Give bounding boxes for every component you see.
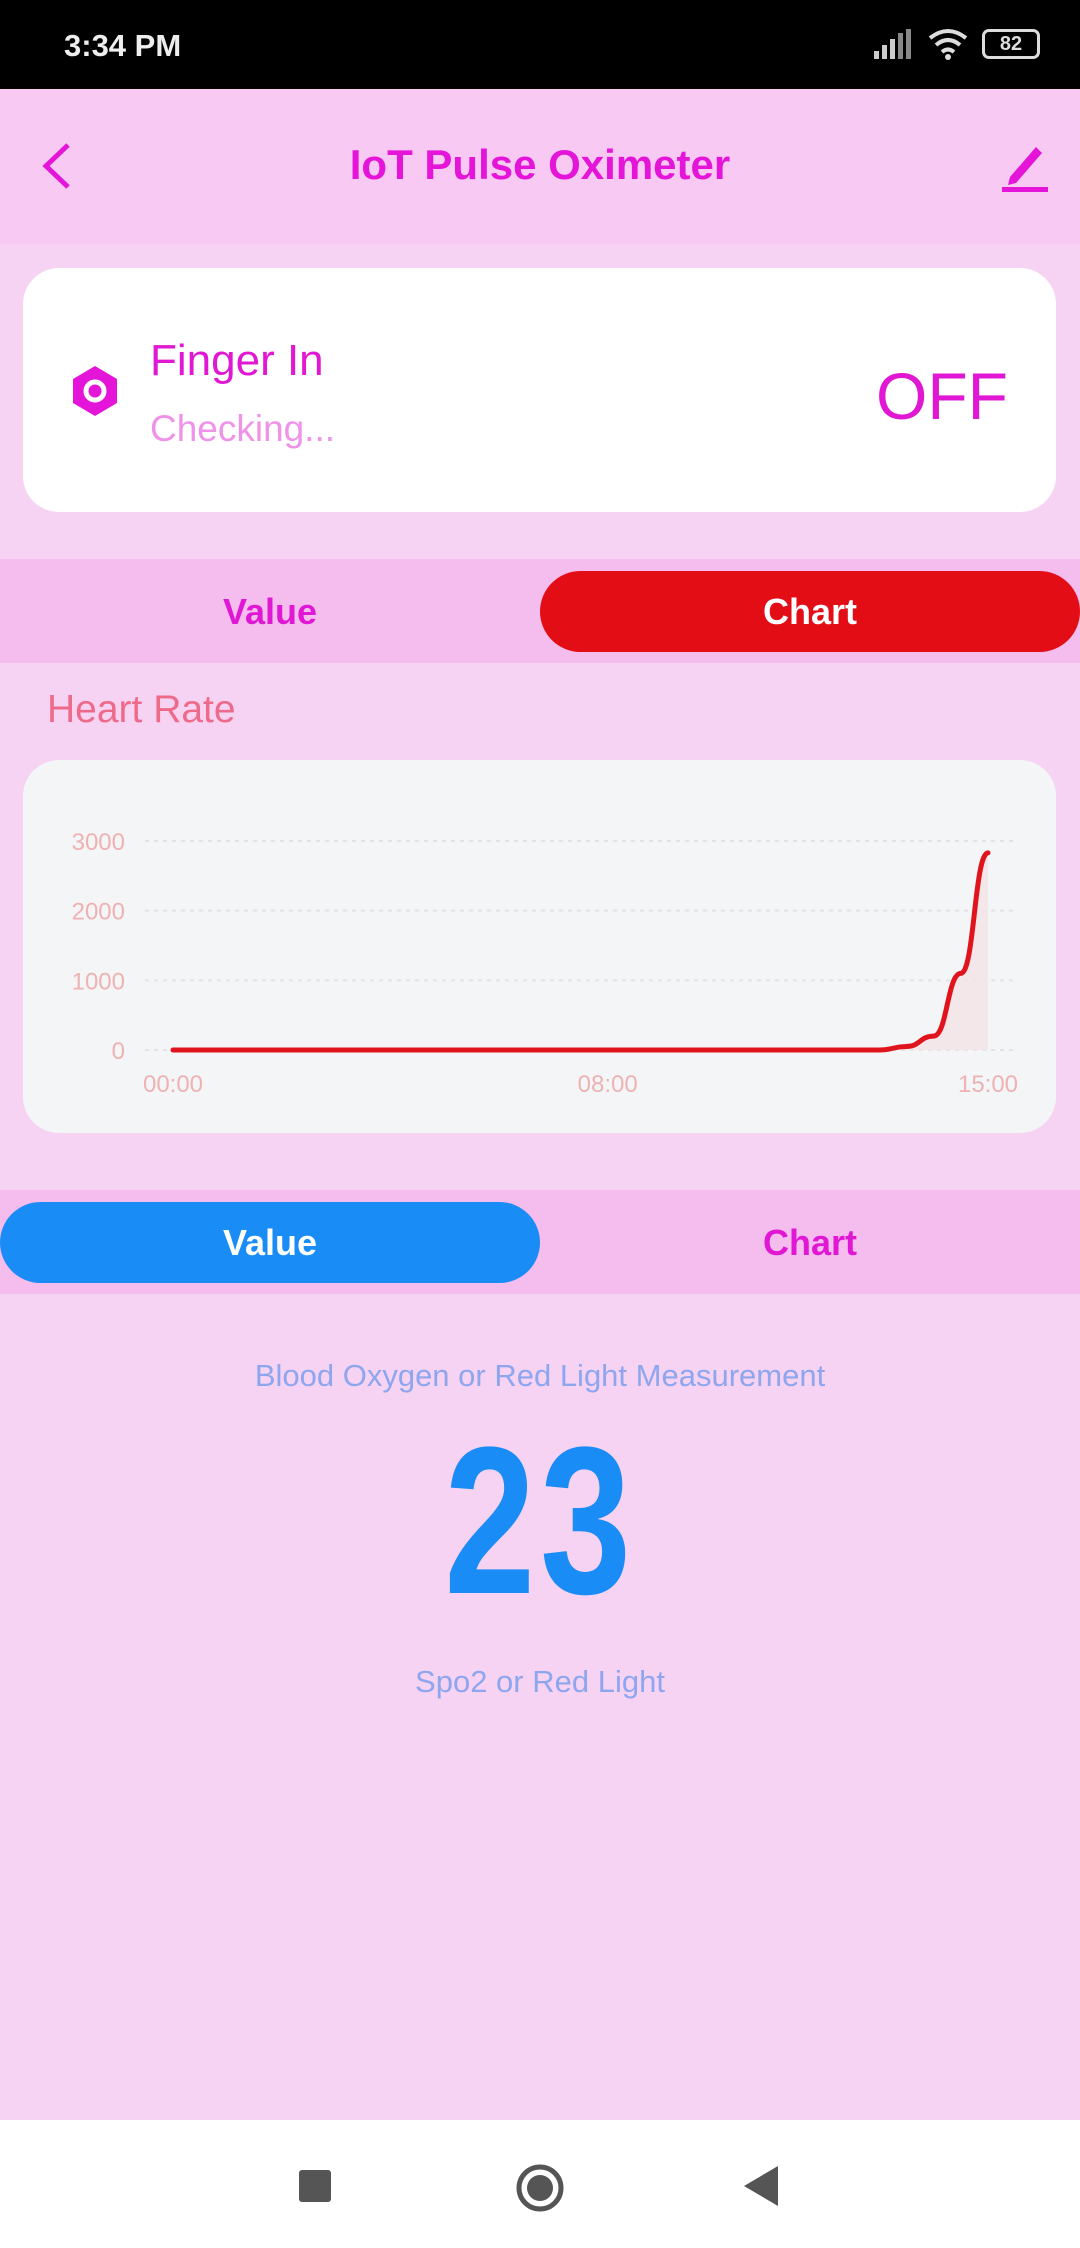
series-line	[170, 850, 991, 1053]
battery-icon: 82	[982, 29, 1040, 59]
system-nav-bar	[0, 2120, 1080, 2248]
y-tick-label: 3000	[72, 829, 125, 856]
tab-bar-spo2: Value Chart	[0, 1190, 1080, 1294]
x-tick-label: 00:00	[143, 1071, 203, 1098]
tab-value[interactable]: Value	[222, 591, 318, 632]
back-triangle-icon[interactable]	[744, 2166, 778, 2206]
x-tick-label: 15:00	[958, 1071, 1018, 1098]
heart-rate-chart: 0 1000 2000 3000 00:00 08:00 15:00	[23, 760, 1056, 1133]
tab-chart-active[interactable]: Chart	[540, 571, 1080, 652]
finger-state: OFF	[876, 359, 1008, 433]
hexagon-nut-icon	[73, 366, 117, 416]
status-bar: 3:34 PM 82	[0, 0, 1080, 89]
recents-square-icon[interactable]	[299, 2170, 331, 2202]
app-header: IoT Pulse Oximeter	[0, 89, 1080, 244]
spo2-label: Blood Oxygen or Red Light Measurement	[254, 1358, 826, 1393]
y-tick-label: 1000	[72, 968, 125, 995]
chevron-left-icon[interactable]	[40, 141, 76, 191]
area-fill	[173, 852, 988, 1050]
home-circle-icon[interactable]	[514, 2162, 566, 2214]
heart-rate-label: Heart Rate	[47, 688, 236, 731]
y-tick-label: 0	[112, 1038, 125, 1065]
spo2-value: 23	[444, 1403, 636, 1638]
y-tick-label: 2000	[72, 899, 125, 926]
tab-value-active[interactable]: Value	[0, 1202, 540, 1283]
pencil-icon[interactable]	[1000, 139, 1050, 193]
finger-status-card: Finger In Checking... OFF	[23, 268, 1056, 512]
finger-title: Finger In	[150, 336, 324, 385]
chart-svg: 0 1000 2000 3000 00:00 08:00 15:00	[72, 829, 1018, 1098]
spo2-unit: Spo2 or Red Light	[415, 1664, 665, 1699]
page-title: IoT Pulse Oximeter	[349, 141, 731, 188]
signal-icon	[874, 29, 911, 59]
wifi-icon	[928, 29, 968, 60]
tab-bar-heart: Value Chart	[0, 559, 1080, 663]
finger-subtitle: Checking...	[150, 408, 336, 449]
tab-chart[interactable]: Chart	[762, 1222, 857, 1263]
clock: 3:34 PM	[64, 28, 182, 63]
x-tick-label: 08:00	[578, 1071, 638, 1098]
